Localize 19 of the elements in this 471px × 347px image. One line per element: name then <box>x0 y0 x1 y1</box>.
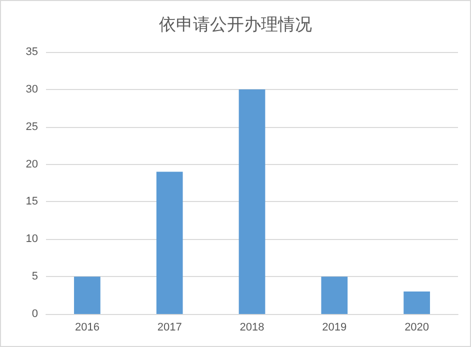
x-tick-label: 2016 <box>74 322 100 334</box>
x-tick-label: 2020 <box>404 322 430 334</box>
y-tick-label: 0 <box>32 308 38 320</box>
bar <box>404 292 430 314</box>
bar <box>74 276 100 314</box>
y-tick-label: 35 <box>26 46 38 58</box>
y-tick-label: 20 <box>26 158 38 170</box>
chart-title: 依申请公开办理情况 <box>159 15 312 34</box>
y-tick-label: 15 <box>26 196 38 208</box>
x-tick-label: 2017 <box>157 322 182 334</box>
bar <box>238 89 266 314</box>
y-tick-label: 10 <box>26 233 38 246</box>
bar <box>156 172 183 314</box>
y-tick-label: 25 <box>26 120 38 133</box>
y-tick-label: 5 <box>32 270 38 283</box>
x-tick-label: 2018 <box>240 322 264 334</box>
y-tick-label: 30 <box>26 83 38 96</box>
bar <box>321 276 348 314</box>
x-tick-label: 2019 <box>322 322 347 334</box>
